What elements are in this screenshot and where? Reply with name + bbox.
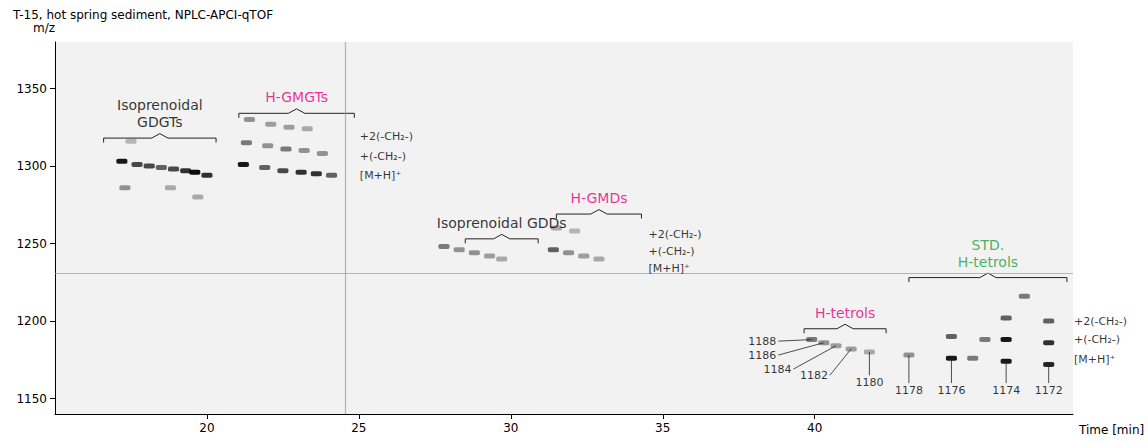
svg-text:1250: 1250	[16, 237, 47, 251]
svg-text:H-GMGTs: H-GMGTs	[265, 89, 328, 105]
svg-text:[M+H]⁺: [M+H]⁺	[649, 262, 691, 275]
svg-text:1180: 1180	[855, 376, 883, 389]
svg-text:1184: 1184	[763, 363, 791, 376]
svg-text:1186: 1186	[748, 349, 776, 362]
svg-text:1176: 1176	[937, 384, 965, 397]
svg-text:+(-CH₂-): +(-CH₂-)	[649, 245, 695, 258]
svg-text:H-tetrols: H-tetrols	[815, 305, 875, 321]
svg-text:+(-CH₂-): +(-CH₂-)	[360, 150, 406, 163]
svg-text:[M+H]⁺: [M+H]⁺	[360, 169, 402, 182]
svg-text:+2(-CH₂-): +2(-CH₂-)	[360, 130, 413, 143]
svg-text:H-tetrols: H-tetrols	[958, 254, 1018, 270]
svg-text:STD.: STD.	[972, 237, 1005, 253]
svg-text:1200: 1200	[16, 314, 47, 328]
svg-text:m/z: m/z	[33, 21, 55, 35]
svg-text:30: 30	[503, 421, 518, 435]
svg-text:T-15, hot spring sediment, NPL: T-15, hot spring sediment, NPLC-APCI-qTO…	[12, 8, 273, 22]
svg-text:1150: 1150	[16, 392, 47, 406]
svg-text:1182: 1182	[800, 369, 828, 382]
svg-text:Isoprenoidal GDDs: Isoprenoidal GDDs	[437, 215, 567, 231]
svg-text:Isoprenoidal: Isoprenoidal	[117, 97, 203, 113]
svg-text:[M+H]⁺: [M+H]⁺	[1074, 353, 1116, 366]
svg-text:1188: 1188	[748, 335, 776, 348]
svg-text:20: 20	[199, 421, 214, 435]
svg-text:Time [min]: Time [min]	[1078, 423, 1144, 437]
svg-text:1300: 1300	[16, 159, 47, 173]
svg-text:+2(-CH₂-): +2(-CH₂-)	[649, 228, 702, 241]
svg-text:25: 25	[351, 421, 366, 435]
svg-text:H-GMDs: H-GMDs	[570, 190, 627, 206]
svg-text:1172: 1172	[1035, 384, 1063, 397]
svg-text:40: 40	[807, 421, 822, 435]
svg-text:+(-CH₂-): +(-CH₂-)	[1074, 333, 1120, 346]
svg-text:1174: 1174	[992, 384, 1020, 397]
svg-text:1350: 1350	[16, 82, 47, 96]
svg-text:GDGTs: GDGTs	[137, 114, 183, 130]
svg-text:35: 35	[655, 421, 670, 435]
svg-text:1178: 1178	[895, 384, 923, 397]
svg-text:+2(-CH₂-): +2(-CH₂-)	[1074, 315, 1127, 328]
